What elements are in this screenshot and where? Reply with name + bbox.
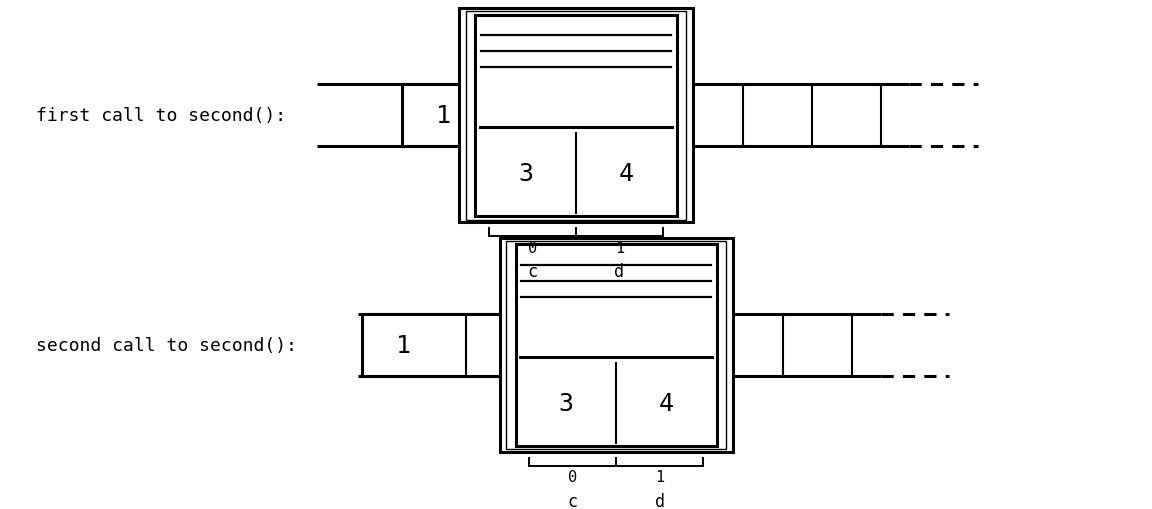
Text: 3: 3 [559, 391, 574, 415]
Text: 3: 3 [518, 162, 533, 186]
Bar [467, 12, 685, 220]
Bar [402, 85, 485, 147]
Bar [500, 238, 733, 453]
Bar [507, 241, 726, 449]
Text: second call to second():: second call to second(): [36, 336, 297, 354]
Text: 1: 1 [615, 240, 624, 255]
Bar [476, 16, 676, 216]
Text: first call to second():: first call to second(): [36, 107, 286, 125]
Text: 0: 0 [528, 240, 537, 255]
Text: d: d [654, 492, 665, 509]
Bar [516, 245, 717, 445]
Text: 1: 1 [655, 469, 665, 485]
Text: 2: 2 [500, 333, 515, 357]
Text: c: c [568, 492, 578, 509]
Text: d: d [614, 263, 624, 280]
Bar [460, 9, 692, 223]
Text: 0: 0 [568, 469, 577, 485]
Bar [362, 314, 528, 376]
Text: 4: 4 [659, 391, 674, 415]
Text: 1: 1 [396, 333, 411, 357]
Text: 1: 1 [437, 104, 452, 128]
Text: 4: 4 [619, 162, 634, 186]
Text: c: c [528, 263, 538, 280]
